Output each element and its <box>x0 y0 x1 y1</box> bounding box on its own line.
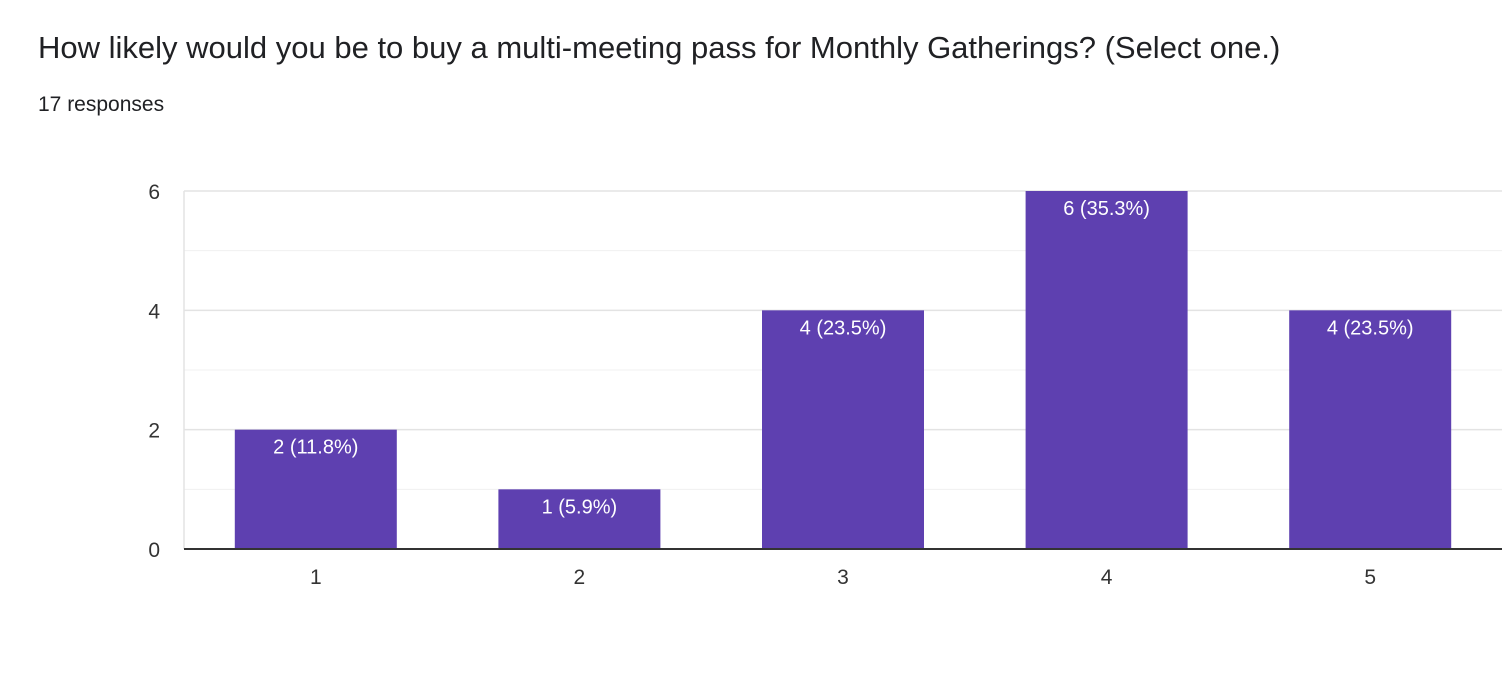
bar-data-label: 1 (5.9%) <box>542 496 618 518</box>
bar-data-label: 4 (23.5%) <box>800 317 887 339</box>
bar-5[interactable] <box>1289 310 1452 549</box>
x-tick-label: 2 <box>574 566 586 589</box>
y-tick-label: 0 <box>148 539 160 562</box>
bar-data-label: 4 (23.5%) <box>1327 317 1414 339</box>
y-tick-label: 6 <box>148 181 160 204</box>
bars <box>234 191 1452 549</box>
y-tick-label: 4 <box>148 300 160 323</box>
y-tick-label: 2 <box>148 420 160 443</box>
data-labels: 2 (11.8%) 1 (5.9%) 4 (23.5%) 6 (35.3%) 4 (23… <box>273 198 1413 518</box>
bar-data-label: 2 (11.8%) <box>273 437 358 459</box>
bar-2[interactable] <box>498 489 661 549</box>
bar-data-label: 6 (35.3%) <box>1063 198 1150 220</box>
response-count: 17 responses <box>38 93 165 116</box>
x-tick-label: 4 <box>1101 566 1113 589</box>
question-title: How likely would you be to buy a multi-m… <box>38 30 1281 65</box>
bar-3[interactable] <box>762 310 924 549</box>
bar-4[interactable] <box>1025 191 1188 549</box>
x-tick-label: 5 <box>1364 566 1376 589</box>
axes: 1 2 3 4 5 0 2 4 6 <box>148 181 1502 589</box>
bar-1[interactable] <box>234 429 397 549</box>
x-tick-label: 3 <box>837 566 849 589</box>
x-tick-label: 1 <box>310 566 322 589</box>
